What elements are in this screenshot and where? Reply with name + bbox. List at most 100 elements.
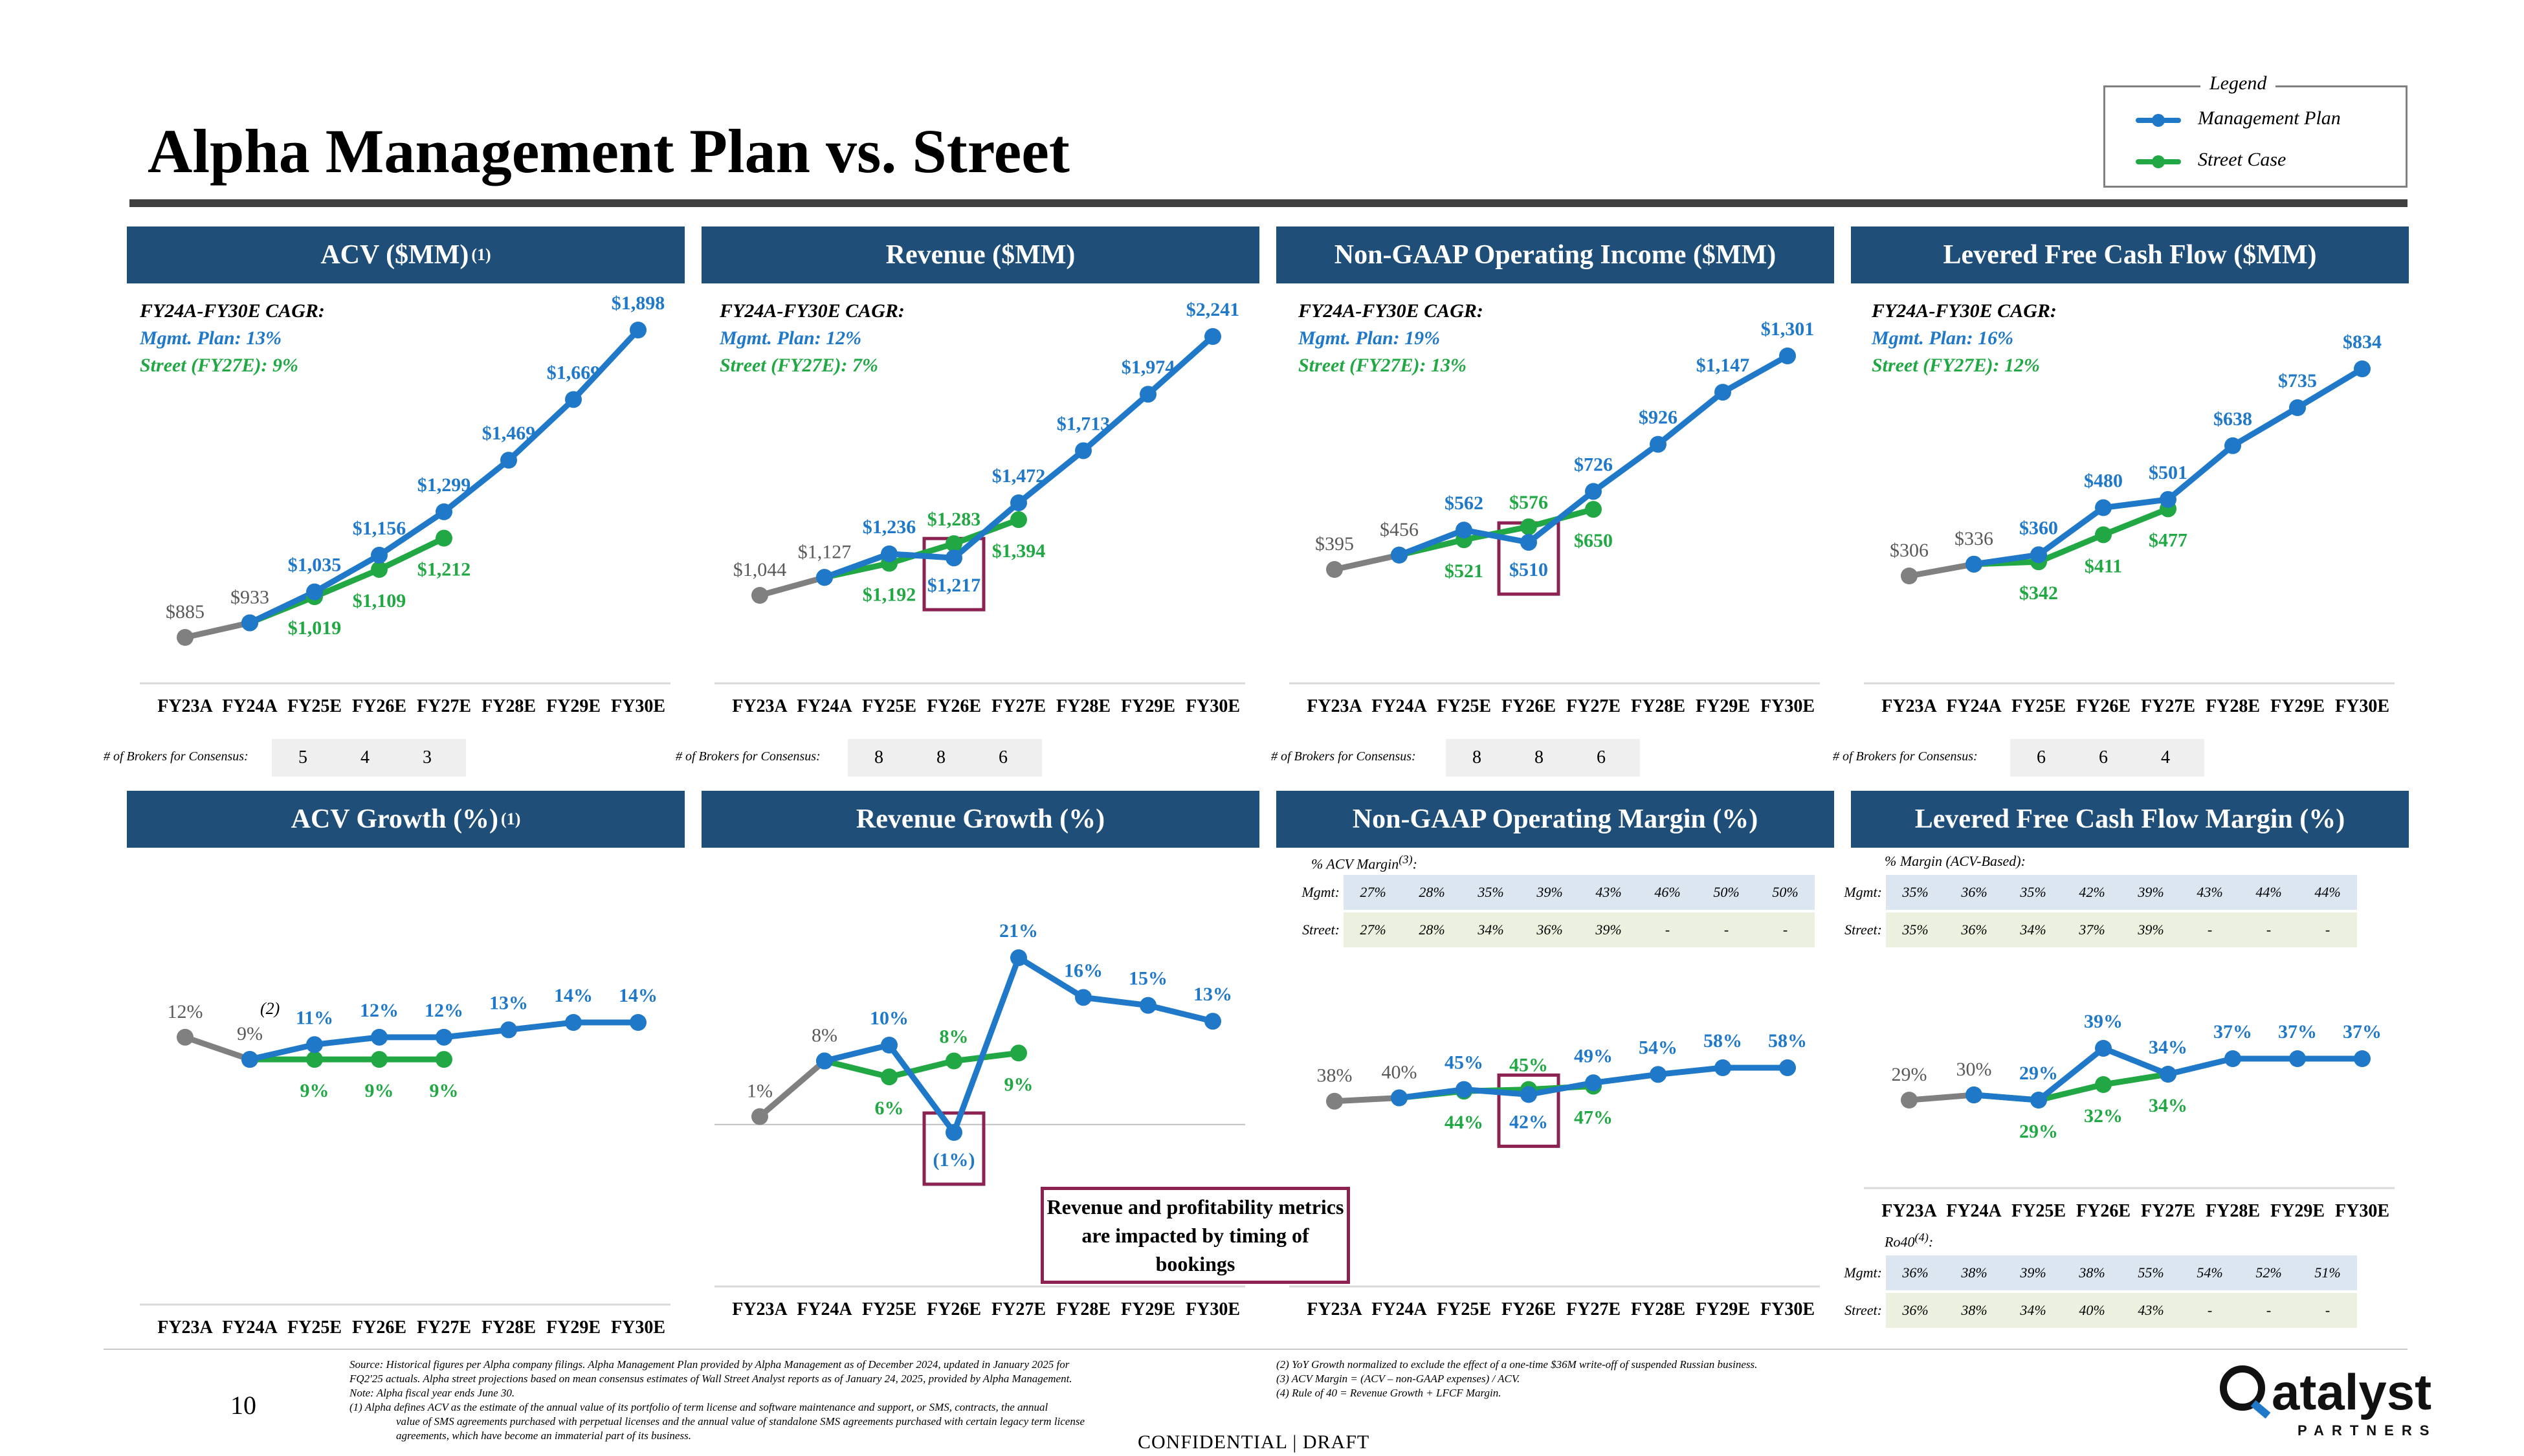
acv-brokers-label: # of Brokers for Consensus: bbox=[104, 749, 249, 764]
data-point-mgmt bbox=[1965, 1086, 1982, 1103]
revenue-cagr-street: Street (FY27E): 7% bbox=[720, 355, 878, 376]
x-tick-label: FY24A bbox=[1946, 1201, 2002, 1221]
lfcf-brokers-counts: 6 6 4 bbox=[2010, 739, 2204, 777]
logo-q-tail-icon bbox=[2250, 1400, 2271, 1419]
table-cell: 39% bbox=[2020, 1264, 2046, 1281]
x-tick-label: FY23A bbox=[157, 1318, 213, 1338]
data-point-mgmt bbox=[241, 1051, 258, 1068]
x-tick-label: FY28E bbox=[2206, 696, 2260, 716]
footnote-line: (4) Rule of 40 = Revenue Growth + LFCF M… bbox=[1276, 1387, 1501, 1399]
data-point-street bbox=[306, 1051, 323, 1068]
data-point-mgmt bbox=[1010, 494, 1027, 511]
logo-wordmark: atalyst bbox=[2272, 1363, 2432, 1420]
x-tick-label: FY26E bbox=[1501, 696, 1556, 716]
table-cell: - bbox=[2325, 921, 2330, 938]
data-point-historical bbox=[751, 587, 768, 604]
x-tick-label: FY28E bbox=[1056, 1299, 1111, 1319]
lfcf-margin-mgmt-row: 35% 36% 35% 42% 39% 43% 44% 44% bbox=[1886, 875, 2357, 910]
data-label-mgmt: $1,299 bbox=[417, 474, 471, 496]
table-cell: 37% bbox=[2079, 921, 2105, 938]
x-tick-label: FY25E bbox=[287, 1318, 342, 1338]
data-point-mgmt bbox=[565, 391, 582, 408]
x-tick-label: FY25E bbox=[862, 696, 916, 716]
table-cell: 43% bbox=[1595, 884, 1622, 900]
data-label-mgmt: 21% bbox=[999, 920, 1038, 942]
data-label-mgmt: 12% bbox=[425, 1000, 463, 1021]
data-point-mgmt bbox=[2354, 360, 2371, 377]
data-point-mgmt bbox=[1391, 546, 1408, 564]
footnote-line: agreements, which have become an immater… bbox=[396, 1429, 691, 1442]
acv-margin-street-row: 27% 28% 34% 36% 39% - - - bbox=[1344, 912, 1815, 947]
company-logo: atalyst PARTNERS bbox=[2220, 1363, 2433, 1440]
table-cell: 27% bbox=[1360, 921, 1386, 938]
data-label-street: 47% bbox=[1574, 1107, 1613, 1128]
table-cell: 38% bbox=[1961, 1264, 1987, 1281]
x-tick-label: FY28E bbox=[2206, 1201, 2260, 1221]
x-tick-label: FY30E bbox=[1760, 696, 1815, 716]
data-label-mgmt: 45% bbox=[1445, 1052, 1483, 1074]
data-label-street: $1,019 bbox=[288, 617, 342, 639]
series-line-historical bbox=[1334, 552, 1400, 573]
lfcf-brokers-fy25: 6 bbox=[2037, 747, 2046, 767]
data-label-street: $1,192 bbox=[863, 584, 916, 606]
op-margin-header-label: Non-GAAP Operating Margin (%) bbox=[1352, 804, 1758, 834]
table-cell: 39% bbox=[1595, 921, 1622, 938]
data-point-mgmt bbox=[2289, 1050, 2306, 1067]
x-tick-label: FY30E bbox=[2335, 696, 2389, 716]
table-cell: - bbox=[1665, 921, 1670, 938]
x-tick-label: FY27E bbox=[2141, 1201, 2195, 1221]
data-point-historical bbox=[177, 1028, 194, 1046]
data-label-mgmt: $926 bbox=[1639, 407, 1677, 428]
table-cell: 43% bbox=[2197, 884, 2223, 900]
x-tick-label: FY26E bbox=[2076, 696, 2131, 716]
data-label-mgmt: 12% bbox=[360, 1000, 399, 1021]
x-tick-label: FY24A bbox=[1371, 1299, 1427, 1319]
x-tick-label: FY25E bbox=[287, 696, 342, 716]
data-label-mgmt: 34% bbox=[2149, 1037, 2187, 1058]
revenue-cagr: FY24A-FY30E CAGR: Mgmt. Plan: 12% Street… bbox=[720, 298, 905, 379]
revenue-header-label: Revenue ($MM) bbox=[885, 240, 1076, 270]
data-point-mgmt bbox=[565, 1014, 582, 1031]
lfcf-header-label: Levered Free Cash Flow ($MM) bbox=[1943, 240, 2317, 270]
data-label-mgmt: $834 bbox=[2343, 331, 2382, 353]
acv-margin-street-label: Street: bbox=[1302, 921, 1340, 938]
lfcf-margin-caption: % Margin (ACV-Based): bbox=[1885, 853, 2026, 869]
table-cell: 38% bbox=[2079, 1264, 2105, 1281]
x-tick-label: FY27E bbox=[417, 696, 471, 716]
x-tick-label: FY29E bbox=[546, 1318, 601, 1338]
data-point-street bbox=[371, 560, 388, 578]
x-tick-label: FY24A bbox=[1946, 696, 2002, 716]
acv-margin-caption-text: % ACV Margin bbox=[1311, 855, 1399, 872]
x-tick-label: FY25E bbox=[2011, 696, 2066, 716]
data-label-mgmt: $1,713 bbox=[1057, 413, 1111, 434]
revenue-header: Revenue ($MM) bbox=[702, 226, 1259, 283]
data-point-mgmt bbox=[1010, 949, 1027, 966]
revenue-growth-header: Revenue Growth (%) bbox=[702, 791, 1259, 848]
table-cell: - bbox=[1723, 921, 1729, 938]
data-point-mgmt bbox=[1075, 989, 1092, 1006]
series-line-street bbox=[1973, 506, 2169, 568]
data-label-mgmt: $480 bbox=[2084, 470, 2123, 492]
data-label-mgmt: 37% bbox=[2213, 1021, 2252, 1042]
data-point-historical bbox=[1326, 561, 1343, 578]
acv-header-footnote: (1) bbox=[471, 245, 491, 264]
data-point-mgmt bbox=[881, 1037, 898, 1053]
data-point-mgmt bbox=[436, 1028, 452, 1046]
data-point-mgmt bbox=[816, 1052, 833, 1070]
data-label-street: 32% bbox=[2084, 1105, 2123, 1127]
table-cell: 34% bbox=[2020, 921, 2046, 938]
data-label-mgmt: 15% bbox=[1129, 968, 1168, 989]
x-tick-label: FY29E bbox=[2270, 1201, 2325, 1221]
page-title: Alpha Management Plan vs. Street bbox=[148, 116, 1070, 186]
data-point-mgmt bbox=[1140, 997, 1157, 1014]
lfcf-brokers-fy27: 4 bbox=[2161, 747, 2170, 767]
data-label-street: 29% bbox=[2019, 1121, 2058, 1142]
footnote-line: value of SMS agreements purchased with p… bbox=[396, 1415, 1085, 1428]
data-label-mgmt: $501 bbox=[2149, 462, 2187, 483]
table-cell: - bbox=[2266, 1302, 2272, 1318]
ro40-street-label: Street: bbox=[1844, 1302, 1882, 1318]
data-label-mgmt: 58% bbox=[1768, 1030, 1807, 1052]
table-cell: 34% bbox=[1478, 921, 1504, 938]
table-cell: 44% bbox=[2314, 884, 2341, 900]
acv-chart: FY23A FY24A FY25E FY26E FY27E FY28E FY29E FY30E… bbox=[140, 292, 670, 716]
